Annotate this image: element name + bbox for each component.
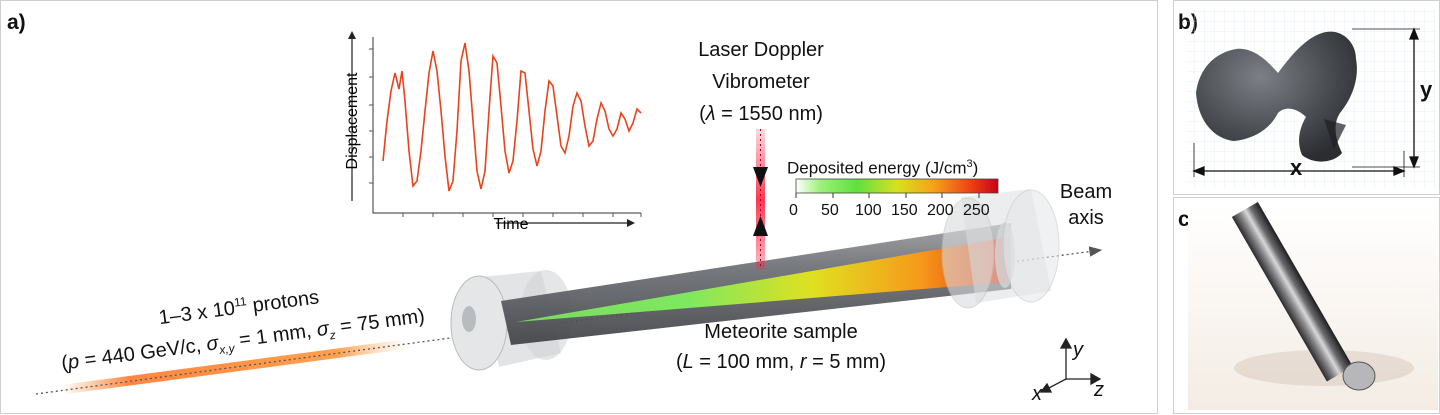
colorbar-title-end: ) bbox=[972, 158, 979, 178]
laser-up-arrow-icon bbox=[753, 216, 768, 236]
colorbar-tick-200: 200 bbox=[927, 202, 954, 219]
colorbar bbox=[795, 178, 999, 198]
length-value: = 100 mm, bbox=[693, 351, 800, 373]
sample-line2: (L = 100 mm, r = 5 mm) bbox=[675, 351, 887, 373]
beam-axis-line1: Beam bbox=[1059, 181, 1113, 203]
ldv-label: Laser Doppler Vibrometer (λ = 1550 nm) bbox=[661, 37, 861, 127]
setup-illustration: Time Displacement bbox=[35, 31, 1103, 395]
beam-axis-line2: axis bbox=[1068, 207, 1104, 229]
ldv-line1: Laser Doppler bbox=[698, 39, 824, 61]
coordinate-axes bbox=[1039, 337, 1102, 393]
axis-label-z: z bbox=[1094, 379, 1104, 401]
colorbar-tick-250: 250 bbox=[963, 202, 990, 219]
right-holder bbox=[941, 189, 1060, 309]
radius-symbol: r bbox=[799, 351, 807, 373]
displacement-signal bbox=[382, 42, 642, 192]
colorbar-title-sup: 3 bbox=[966, 158, 973, 170]
panel-b-meteorite-photo: b) x y bbox=[1173, 0, 1440, 195]
lambda-value: = 1550 nm bbox=[715, 103, 817, 125]
ldv-line2: Vibrometer bbox=[712, 71, 810, 93]
axis-label-y: y bbox=[1073, 339, 1083, 361]
sigma-z-value: = 75 mm) bbox=[333, 304, 426, 339]
colorbar-tick-150: 150 bbox=[891, 202, 918, 219]
protons-count: 1–3 x 10 bbox=[157, 297, 237, 330]
sample-label: Meteorite sample (L = 100 mm, r = 5 mm) bbox=[661, 319, 901, 375]
sigma-xy-value: = 1 mm, bbox=[232, 318, 319, 352]
sample-line1: Meteorite sample bbox=[704, 321, 858, 343]
colorbar-tick-50: 50 bbox=[821, 202, 839, 219]
panel-c-sample-rod-photo: c) bbox=[1173, 197, 1440, 414]
colorbar-tick-0: 0 bbox=[789, 202, 798, 219]
laser-down-arrow-icon bbox=[753, 167, 768, 187]
colorbar-tick-100: 100 bbox=[855, 202, 882, 219]
panel-a-letter: a) bbox=[7, 11, 26, 34]
axis-label-x: x bbox=[1032, 383, 1042, 405]
ldv-wavelength: (λ = 1550 nm) bbox=[699, 103, 823, 125]
length-symbol: L bbox=[682, 351, 694, 373]
sample-rod-image bbox=[1188, 202, 1438, 410]
protons-word: protons bbox=[245, 286, 321, 318]
meteorite-fragment-image bbox=[1186, 9, 1436, 189]
sigma-xy-sub: x,y bbox=[218, 340, 236, 357]
inset-ylabel: Displacement bbox=[344, 72, 361, 169]
proton-bunch-glow bbox=[61, 340, 406, 394]
beam-axis-label: Beam axis bbox=[1041, 179, 1131, 231]
panel-a-experimental-setup: a) bbox=[0, 0, 1158, 414]
radius-value: = 5 mm) bbox=[806, 351, 887, 373]
inset-displacement-plot bbox=[348, 31, 642, 227]
colorbar-title: Deposited energy (J/cm3) bbox=[787, 151, 978, 182]
laser-beam bbox=[753, 129, 768, 269]
inset-xlabel: Time bbox=[494, 216, 529, 233]
colorbar-title-text: Deposited energy (J/cm bbox=[787, 158, 967, 178]
dimension-x-label: x bbox=[1290, 155, 1303, 180]
lambda-symbol: λ bbox=[705, 103, 716, 125]
dimension-y-label: y bbox=[1420, 77, 1433, 102]
